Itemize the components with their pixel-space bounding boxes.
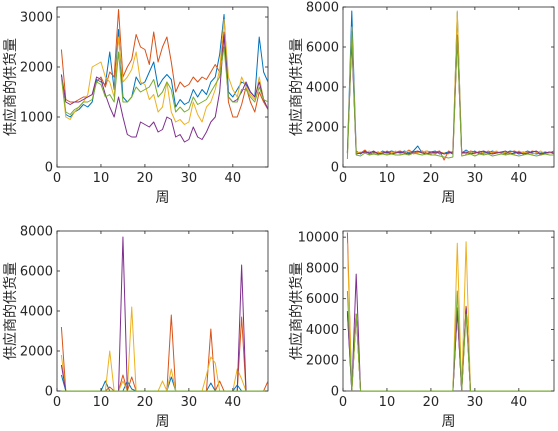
y-tick-label: 2000 — [20, 345, 53, 360]
x-tick-label: 10 — [379, 171, 396, 186]
x-tick-label: 20 — [137, 395, 154, 410]
y-tick-label: 10000 — [298, 231, 339, 246]
series-line-5 — [60, 46, 268, 115]
x-tick-label: 40 — [511, 171, 528, 186]
x-tick-label: 20 — [137, 171, 154, 186]
axes-box — [342, 6, 555, 168]
y-axis-label: 供应商的供货量 — [2, 262, 19, 360]
axes-box — [342, 230, 555, 392]
x-tick-label: 0 — [339, 171, 347, 186]
y-tick-label: 8000 — [20, 225, 53, 240]
x-tick-label: 10 — [379, 395, 396, 410]
x-tick-label: 30 — [181, 395, 198, 410]
axes-box — [56, 230, 269, 392]
y-tick-label: 0 — [45, 385, 53, 400]
series-line-3 — [60, 19, 268, 125]
x-axis-label: 周 — [156, 190, 170, 206]
series-line-4 — [346, 34, 554, 155]
x-axis-label: 周 — [442, 190, 456, 206]
x-tick-label: 40 — [225, 395, 242, 410]
x-axis-label: 周 — [442, 414, 456, 430]
x-axis-label: 周 — [156, 414, 170, 430]
subplot-2: 0 10 20 30 40 0 2000 4000 6000 8000 周 供应商的供货量 — [288, 1, 555, 206]
subplot-3: 0 10 20 30 40 0 2000 4000 6000 8000 周 供应商的供货量 — [2, 225, 269, 430]
y-tick-label: 1000 — [20, 111, 53, 126]
y-tick-label: 4000 — [306, 323, 339, 338]
y-tick-label: 0 — [331, 385, 339, 400]
axes-box — [56, 6, 269, 168]
x-tick-label: 30 — [467, 171, 484, 186]
y-tick-label: 0 — [45, 161, 53, 176]
series-line-1 — [60, 374, 268, 391]
x-tick-label: 10 — [93, 395, 110, 410]
x-tick-label: 40 — [225, 171, 242, 186]
y-tick-label: 3000 — [20, 11, 53, 26]
y-tick-label: 8000 — [306, 261, 339, 276]
series-group — [60, 9, 268, 143]
x-tick-label: 30 — [467, 395, 484, 410]
subplot-1: 0 10 20 30 40 0 1000 2000 3000 周 供应商的供货量 — [2, 6, 269, 206]
x-tick-label: 0 — [53, 171, 61, 186]
x-tick-label: 30 — [181, 171, 198, 186]
x-tick-label: 0 — [339, 395, 347, 410]
y-tick-label: 4000 — [20, 305, 53, 320]
x-tick-label: 20 — [423, 171, 440, 186]
x-tick-label: 0 — [53, 395, 61, 410]
y-tick-label: 6000 — [306, 41, 339, 56]
x-tick-label: 40 — [511, 395, 528, 410]
series-group — [60, 236, 268, 391]
y-tick-label: 8000 — [306, 1, 339, 16]
series-line-3 — [60, 306, 268, 391]
series-line-5 — [346, 30, 554, 160]
series-group — [346, 10, 554, 161]
y-tick-label: 6000 — [306, 292, 339, 307]
y-tick-label: 2000 — [20, 61, 53, 76]
x-tick-label: 10 — [93, 171, 110, 186]
y-tick-label: 2000 — [306, 121, 339, 136]
subplot-4: 0 10 20 30 40 0 2000 4000 6000 8000 10000 周 供应商的供货量 — [288, 230, 555, 430]
y-axis-label: 供应商的供货量 — [2, 38, 19, 136]
y-tick-label: 6000 — [20, 265, 53, 280]
y-axis-label: 供应商的供货量 — [288, 262, 305, 360]
y-axis-label: 供应商的供货量 — [288, 38, 305, 136]
y-tick-label: 4000 — [306, 81, 339, 96]
y-tick-label: 0 — [331, 161, 339, 176]
x-tick-label: 20 — [423, 395, 440, 410]
y-tick-label: 2000 — [306, 354, 339, 369]
